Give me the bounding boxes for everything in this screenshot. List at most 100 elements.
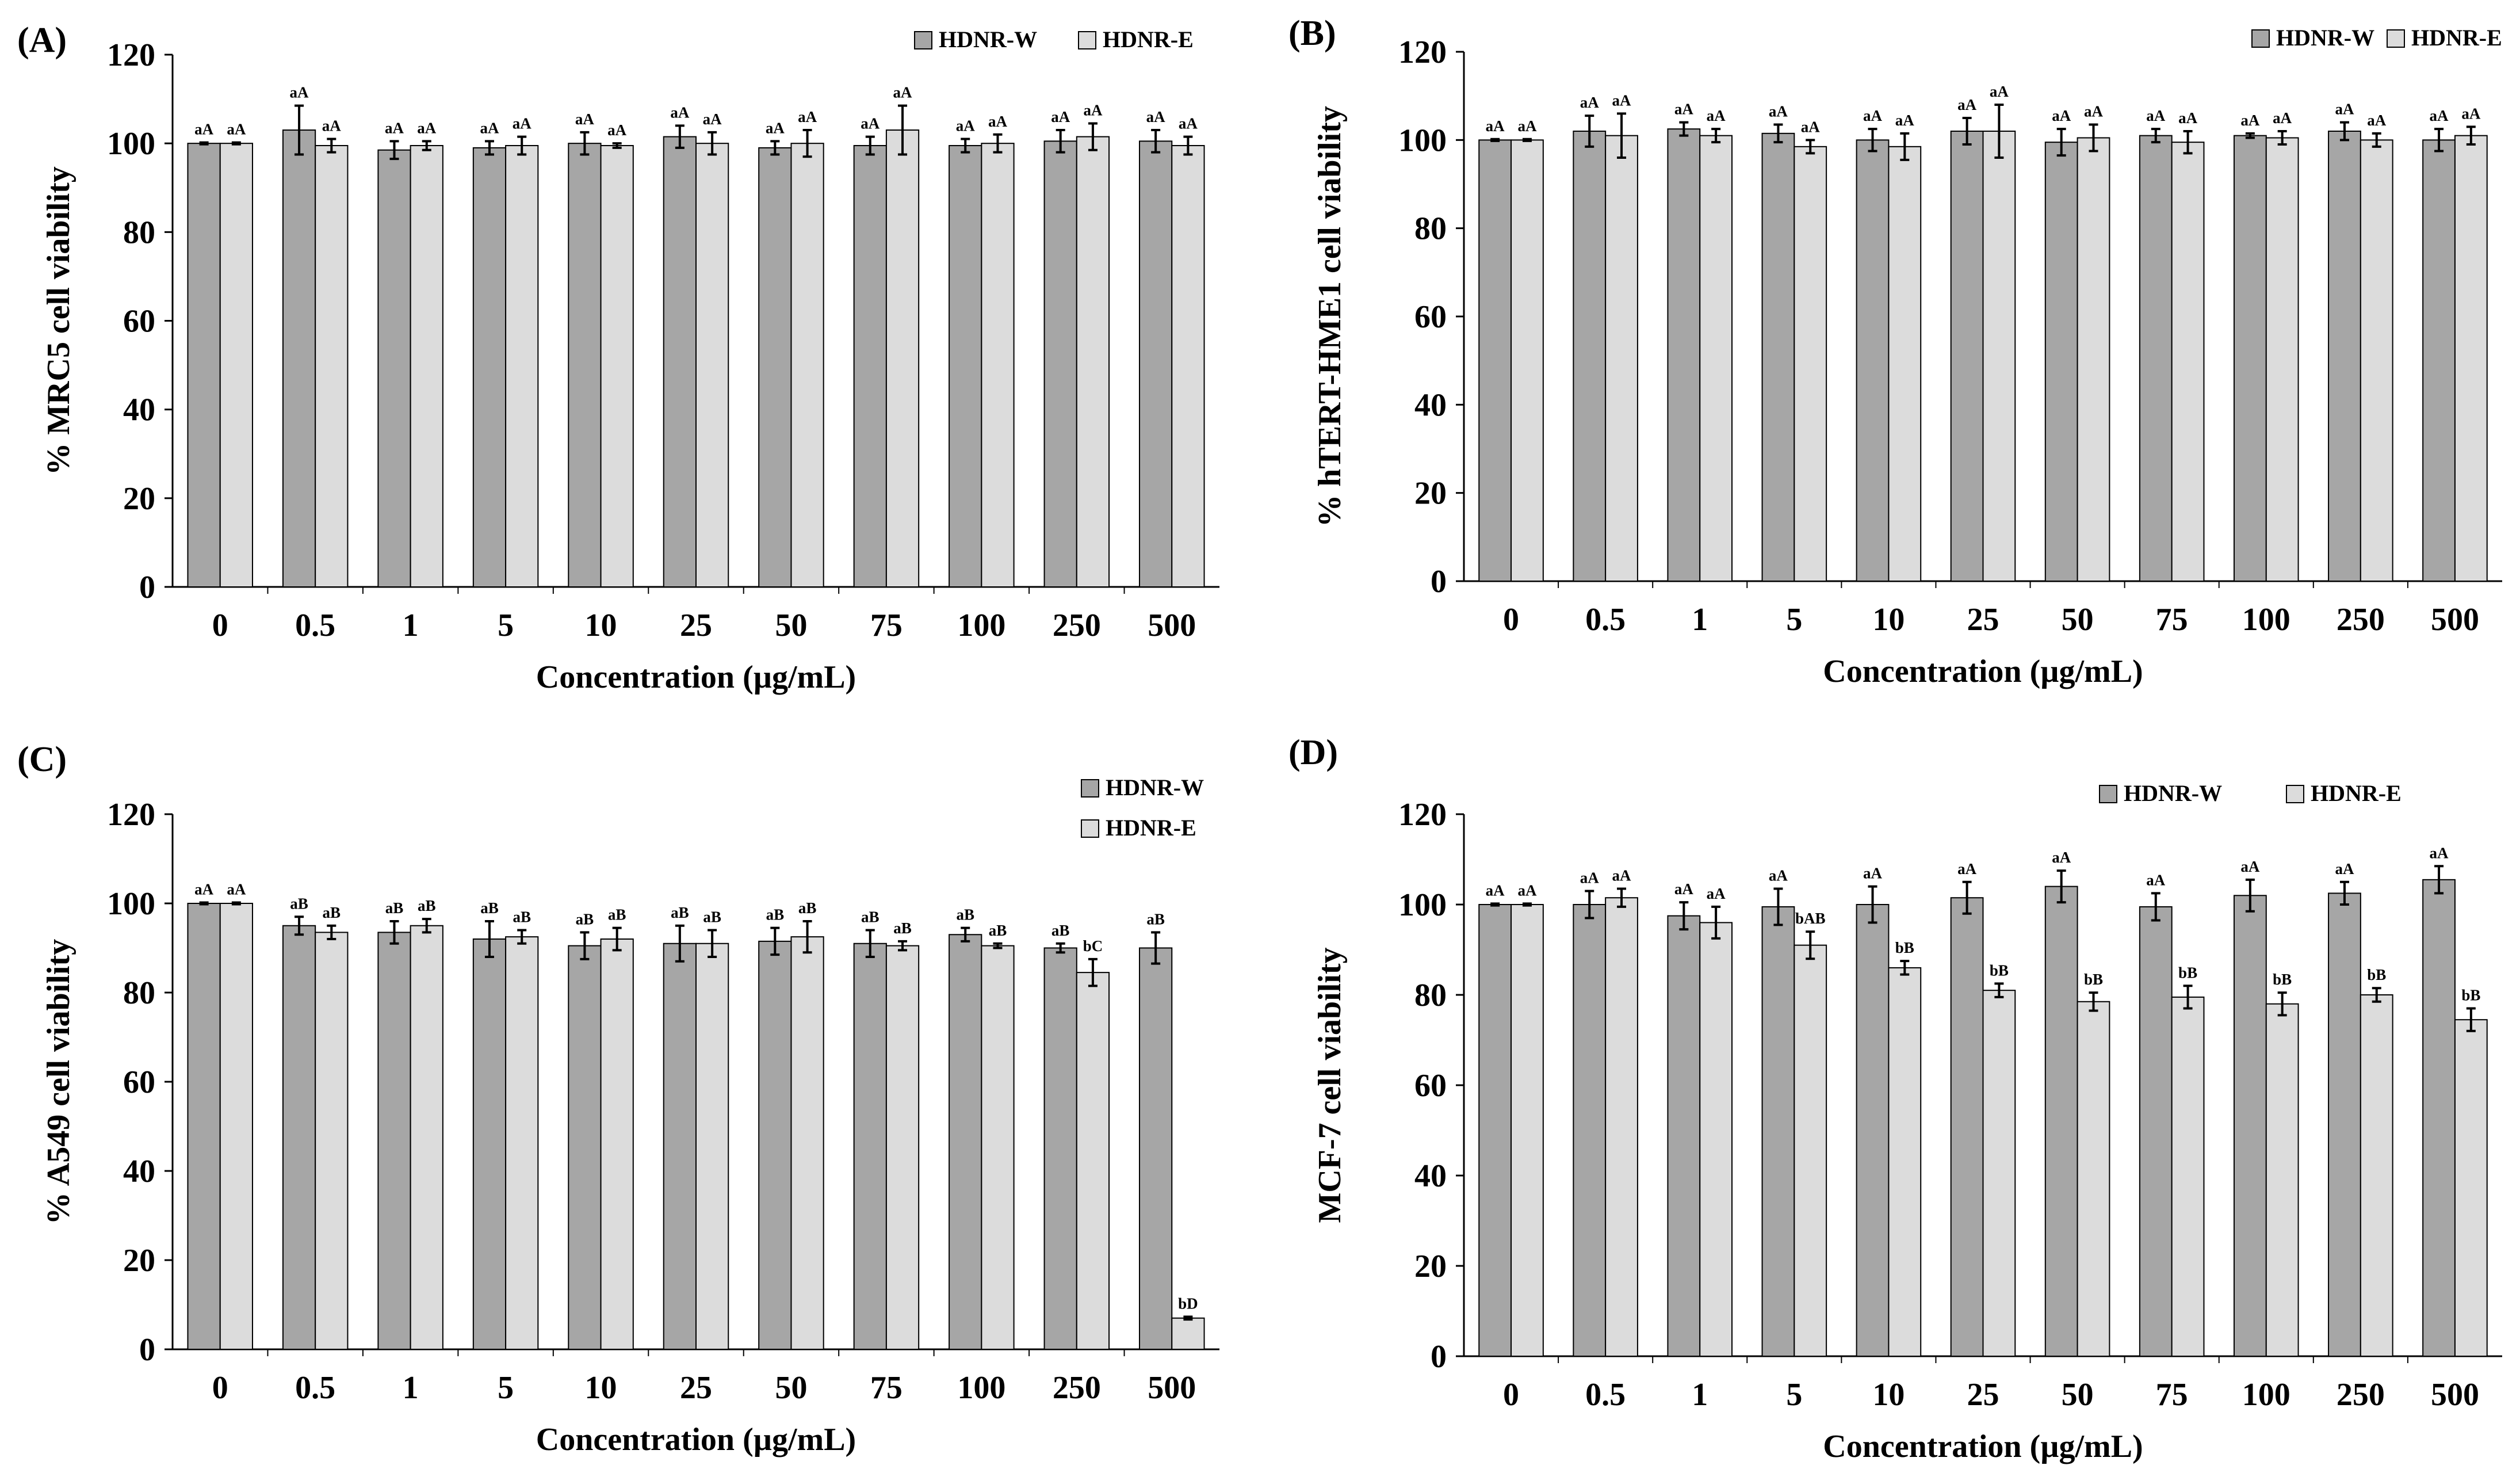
legend-swatch [1081,779,1099,798]
x-tick-label: 0 [212,1370,228,1406]
bar-hdnr-w-50 [2044,886,2078,1357]
significance-letter: aA [1486,117,1505,135]
x-tick-label: 1 [403,1370,419,1406]
x-tick-label: 75 [2156,602,2188,638]
bar-hdnr-e-10 [1888,967,1922,1357]
panel-label: (C) [17,740,67,779]
y-tick-label: 100 [1398,123,1447,158]
y-tick-label: 60 [123,1064,155,1100]
bar-hdnr-w-5 [1761,906,1795,1357]
bar-hdnr-e-5 [1794,944,1827,1357]
y-tick-label: 40 [123,1154,155,1189]
legend-swatch [1081,819,1099,838]
legend-label: HDNR-E [1103,26,1194,52]
bar-hdnr-e-10 [600,938,634,1350]
significance-letter: aA [194,121,214,138]
bar-hdnr-e-250 [2360,139,2393,582]
legend-label: HDNR-W [2124,780,2222,806]
significance-letter: aB [608,906,626,924]
significance-letter: aA [2240,112,2260,129]
y-tick-label: 20 [1414,1249,1447,1284]
bar-hdnr-e-25 [1982,990,2016,1357]
bar-hdnr-e-75 [2171,996,2205,1357]
bar-hdnr-w-75 [853,145,887,588]
bar-hdnr-w-0 [187,903,221,1350]
significance-letter: aA [2052,107,2071,124]
significance-letter: aA [1895,112,1915,129]
x-tick-label: 10 [585,608,617,643]
x-tick-label: 1 [1692,1377,1708,1413]
significance-letter: aA [1863,865,1883,882]
x-axis-title: Concentration (µg/mL) [536,1422,856,1457]
bar-hdnr-w-25 [663,943,697,1350]
bar-hdnr-e-50 [2077,137,2110,582]
legend-swatch [2387,29,2405,48]
x-tick-label: 5 [1786,602,1802,638]
y-tick-label: 60 [1414,299,1447,335]
bar-hdnr-w-500 [2422,879,2456,1357]
significance-letter: aB [893,919,912,937]
bar-hdnr-e-0 [219,903,253,1350]
x-tick-label: 50 [2062,1377,2094,1413]
significance-letter: bB [2273,971,2292,988]
bar-hdnr-e-5 [505,145,539,588]
y-tick-label: 80 [1414,978,1447,1013]
y-tick-label: 120 [107,37,155,73]
significance-letter: aA [2084,103,2104,120]
x-tick-label: 5 [1786,1377,1802,1413]
significance-letter: aA [194,880,214,898]
significance-letter: aA [1769,103,1788,120]
x-tick-label: 500 [1148,1370,1196,1406]
significance-letter: aB [385,899,404,917]
y-tick-label: 120 [107,797,155,833]
bar-hdnr-w-0.5 [282,925,316,1350]
significance-letter: aA [322,117,342,134]
significance-letter: aA [290,84,309,101]
bar-hdnr-e-1 [410,925,443,1350]
y-tick-label: 0 [139,1332,155,1368]
bar-hdnr-w-500 [1139,947,1173,1350]
significance-letter: aA [1517,882,1537,899]
significance-letter: aA [2273,109,2292,127]
bar-hdnr-w-10 [1856,904,1890,1357]
bar-hdnr-w-25 [663,136,697,587]
legend-label: HDNR-W [939,26,1037,52]
x-tick-label: 10 [1872,1377,1905,1413]
x-tick-label: 0.5 [295,608,335,643]
significance-letter: aA [893,84,913,101]
bar-hdnr-e-25 [695,943,729,1350]
x-tick-label: 50 [775,1370,807,1406]
panel-label: (D) [1288,733,1338,772]
y-tick-label: 80 [1414,211,1447,247]
significance-letter: aA [861,115,880,132]
significance-letter: aB [671,904,689,921]
bar-hdnr-e-0 [1511,139,1544,582]
significance-letter: aB [513,909,531,926]
x-tick-label: 75 [870,608,903,643]
significance-letter: aA [2335,101,2354,118]
bar-hdnr-w-250 [1043,947,1077,1350]
x-tick-label: 250 [1053,1370,1101,1406]
bar-hdnr-e-10 [600,145,634,588]
bar-hdnr-w-500 [1139,140,1173,587]
significance-letter: aB [480,899,499,917]
bar-hdnr-w-10 [568,143,602,587]
legend-label: HDNR-W [2276,25,2374,51]
significance-letter: aA [1146,108,1166,125]
significance-letter: aA [1517,117,1537,135]
bar-hdnr-w-500 [2422,139,2456,582]
x-tick-label: 250 [2337,1377,2385,1413]
significance-letter: aA [703,110,722,128]
legend-swatch [2251,29,2270,48]
panel-label: (B) [1288,14,1336,53]
x-tick-label: 500 [2431,1377,2479,1413]
significance-letter: aA [1179,115,1198,132]
bar-hdnr-w-5 [472,938,507,1350]
y-tick-label: 100 [1398,887,1447,923]
significance-letter: aA [1957,860,1977,877]
x-tick-label: 100 [2242,1377,2290,1413]
y-tick-label: 40 [1414,387,1447,423]
